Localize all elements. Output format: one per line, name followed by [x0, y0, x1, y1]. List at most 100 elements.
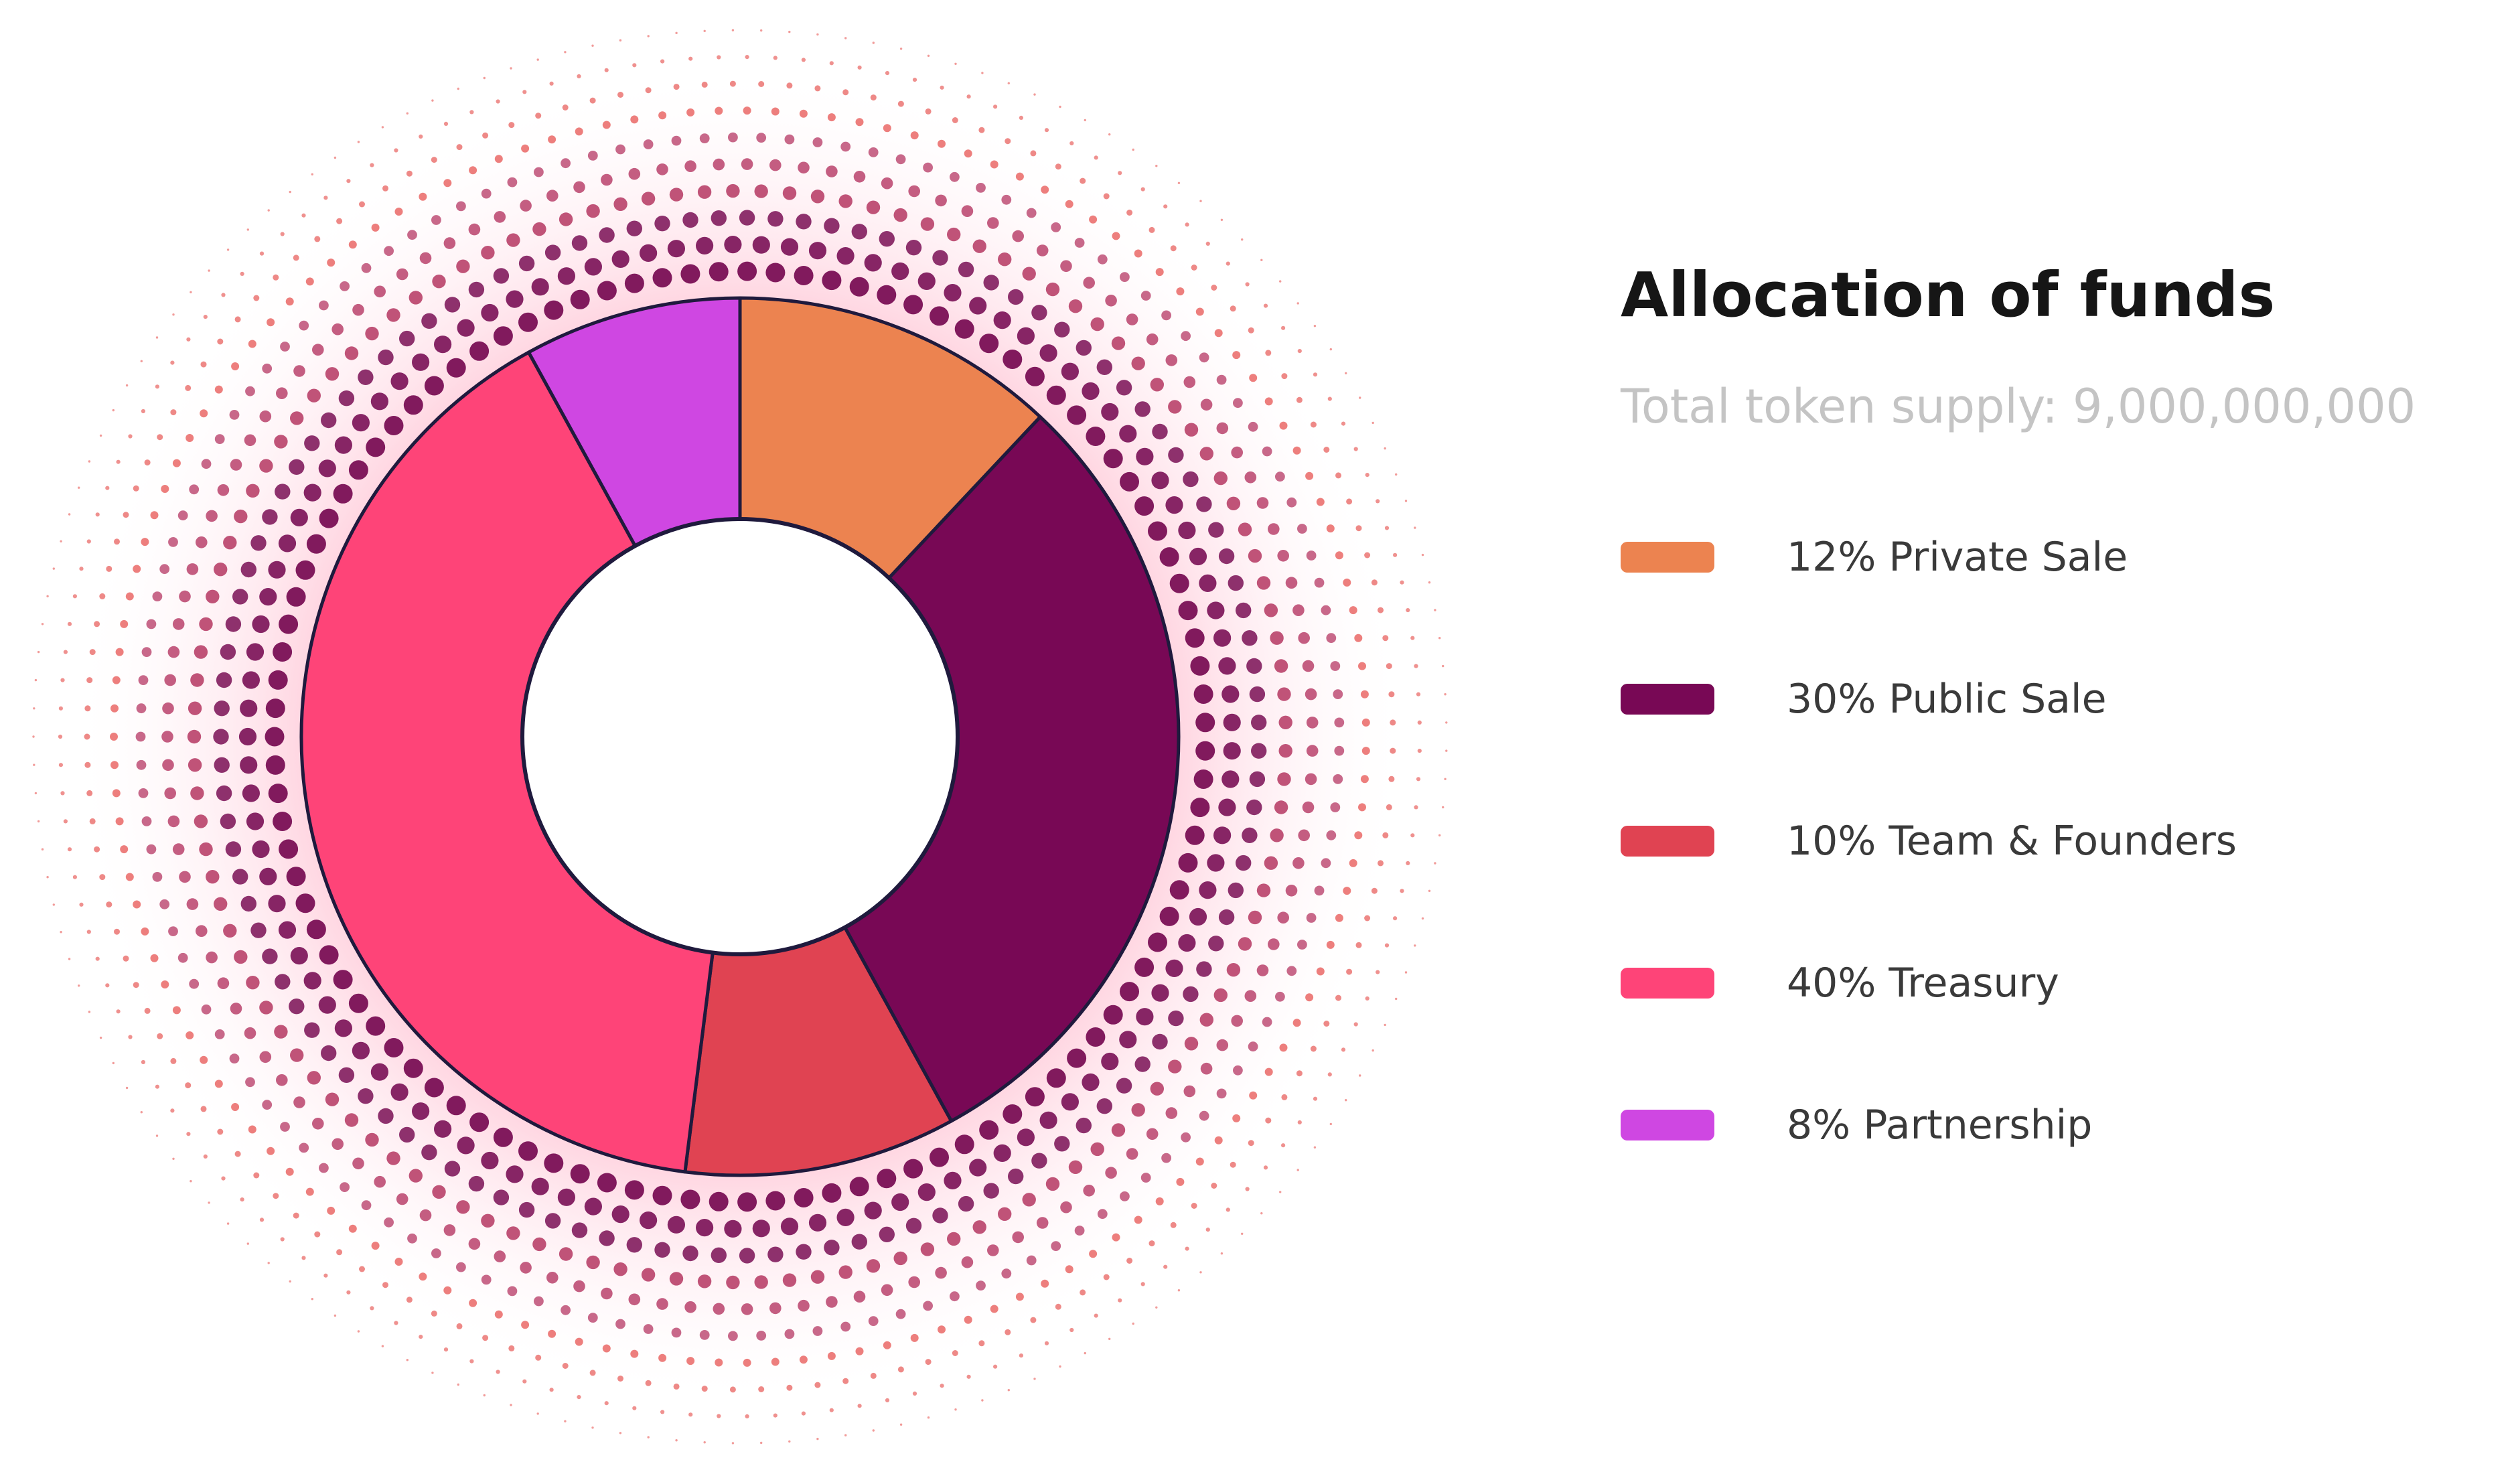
halo-dot — [1358, 803, 1366, 812]
halo-dot — [1080, 177, 1086, 184]
halo-dot — [52, 567, 56, 570]
chart-subtitle: Total token supply: 9,000,000,000 — [1621, 379, 2416, 435]
halo-dot — [794, 266, 814, 285]
halo-dot — [728, 1331, 738, 1341]
halo-dot — [89, 649, 96, 656]
halo-dot — [950, 171, 960, 182]
halo-dot — [798, 161, 810, 174]
halo-dot — [406, 112, 409, 115]
halo-dot — [1249, 771, 1266, 788]
halo-dot — [925, 1359, 932, 1366]
halo-dot — [840, 141, 851, 152]
halo-dot — [72, 875, 77, 879]
halo-dot — [1226, 261, 1230, 266]
halo-dot — [682, 1245, 698, 1262]
halo-dot — [1169, 880, 1189, 900]
halo-dot — [407, 1233, 417, 1244]
halo-dot — [1400, 889, 1404, 893]
halo-dot — [1256, 883, 1271, 897]
halo-dot — [1134, 1215, 1142, 1224]
halo-dot — [378, 1108, 394, 1124]
halo-dot — [1051, 222, 1061, 232]
halo-dot — [58, 706, 63, 711]
halo-dot — [1386, 804, 1392, 810]
halo-dot — [1353, 1022, 1358, 1027]
halo-dot — [120, 845, 129, 854]
halo-dot — [699, 133, 710, 144]
halo-dot — [214, 1080, 223, 1088]
halo-dot — [1001, 194, 1012, 205]
halo-dot — [855, 1347, 864, 1355]
halo-dot — [494, 1310, 503, 1319]
halo-dot — [930, 1147, 949, 1167]
halo-dot — [290, 508, 308, 527]
halo-dot — [305, 1187, 314, 1196]
halo-dot — [1335, 913, 1343, 922]
halo-dot — [767, 1246, 784, 1262]
halo-dot — [1103, 193, 1110, 200]
halo-dot — [816, 33, 819, 36]
halo-dot — [575, 127, 583, 136]
halo-dot — [1105, 1167, 1117, 1179]
halo-dot — [110, 761, 119, 769]
halo-dot — [1382, 635, 1389, 642]
halo-dot — [1334, 745, 1345, 756]
halo-dot — [587, 1313, 598, 1323]
halo-dot — [626, 1237, 642, 1253]
halo-dot — [1326, 940, 1335, 949]
halo-dot — [1080, 1289, 1086, 1296]
halo-dot — [866, 200, 881, 214]
halo-dot — [344, 1113, 359, 1127]
halo-dot — [640, 244, 658, 262]
halo-dot — [306, 919, 326, 940]
halo-dot — [152, 872, 163, 882]
halo-dot — [105, 983, 110, 988]
halo-dot — [586, 204, 600, 218]
halo-dot — [591, 44, 594, 47]
halo-dot — [1264, 856, 1278, 870]
halo-dot — [333, 1314, 337, 1317]
halo-dot — [1168, 400, 1182, 414]
halo-dot — [231, 1103, 240, 1111]
halo-dot — [1199, 1271, 1202, 1274]
halo-dot — [1216, 422, 1229, 435]
halo-dot — [1003, 1104, 1023, 1124]
halo-dot — [431, 157, 437, 163]
halo-dot — [1445, 749, 1448, 752]
halo-dot — [1376, 970, 1380, 974]
halo-dot — [1086, 1027, 1106, 1047]
halo-dot — [110, 704, 119, 713]
halo-dot — [253, 1172, 260, 1179]
halo-dot — [206, 951, 218, 964]
halo-dot — [917, 272, 936, 290]
halo-dot — [1226, 496, 1241, 510]
halo-dot — [125, 592, 134, 601]
halo-dot — [864, 254, 882, 272]
halo-dot — [808, 1213, 827, 1232]
halo-dot — [1236, 602, 1252, 619]
halo-dot — [366, 437, 386, 457]
halo-dot — [1310, 1045, 1317, 1052]
halo-dot — [599, 1230, 615, 1246]
halo-dot — [697, 185, 712, 199]
halo-dot — [684, 160, 696, 172]
halo-dot — [394, 1258, 403, 1266]
halo-dot — [141, 647, 152, 657]
halo-dot — [920, 1242, 935, 1256]
halo-dot — [456, 1200, 470, 1214]
halo-dot — [331, 323, 344, 336]
halo-dot — [358, 1088, 374, 1104]
halo-dot — [570, 289, 590, 309]
halo-dot — [187, 729, 202, 744]
halo-dot — [1277, 550, 1289, 562]
halo-dot — [386, 1151, 400, 1165]
halo-dot — [444, 297, 461, 313]
halo-dot — [1306, 913, 1317, 923]
halo-dot — [265, 727, 285, 747]
halo-dot — [1223, 742, 1241, 760]
halo-dot — [1354, 634, 1363, 642]
halo-dot — [935, 1266, 947, 1279]
halo-dot — [144, 459, 151, 466]
halo-dot — [307, 388, 321, 402]
halo-dot — [359, 201, 365, 208]
